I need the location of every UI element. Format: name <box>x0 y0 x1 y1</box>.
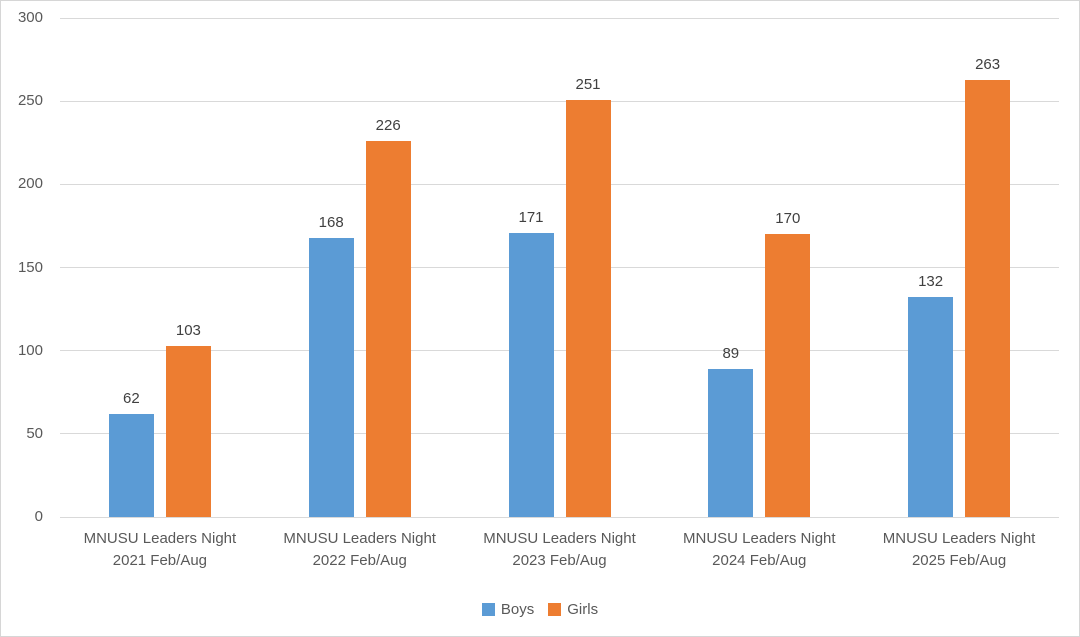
category-label-line: 2023 Feb/Aug <box>512 552 607 569</box>
y-tick-label: 300 <box>17 9 43 26</box>
bar-girls <box>765 234 811 517</box>
bar-boys <box>108 413 154 517</box>
bar-value-label: 168 <box>318 213 344 231</box>
gridline <box>60 17 1059 19</box>
y-tick-label: 100 <box>17 341 43 359</box>
gridline <box>60 433 1059 435</box>
category-label: MNUSU Leaders Night 2024 Feb/Aug <box>659 528 859 572</box>
gridline <box>60 100 1059 102</box>
bar-value-label: 171 <box>518 208 544 226</box>
bar-girls <box>365 141 411 517</box>
bar-boys <box>908 297 954 517</box>
bar-value-label: 62 <box>123 389 140 407</box>
category-label-line: MNUSU Leaders Night <box>483 530 636 547</box>
category-label-line: 2025 Feb/Aug <box>911 552 1007 569</box>
legend: Boys Girls <box>1 599 1079 619</box>
bar-girls <box>165 345 211 517</box>
category-label-line: MNUSU Leaders Night <box>83 530 237 547</box>
gridline <box>60 183 1059 185</box>
legend-label: Girls <box>567 600 599 618</box>
bar-value-label: 251 <box>575 75 601 93</box>
bar-value-label: 170 <box>775 210 801 228</box>
legend-label: Boys <box>500 600 535 618</box>
y-tick-label: 200 <box>17 175 43 193</box>
y-tick-label: 150 <box>17 258 43 276</box>
category-label: MNUSU Leaders Night 2021 Feb/Aug <box>60 528 260 572</box>
legend-item-boys: Boys <box>481 600 535 618</box>
bar-value-label: 263 <box>975 55 1001 73</box>
bar-boys <box>708 368 754 517</box>
bar-value-label: 89 <box>722 344 740 362</box>
category-label: MNUSU Leaders Night 2023 Feb/Aug <box>460 528 660 572</box>
bar-boys <box>308 237 354 517</box>
category-label-line: 2022 Feb/Aug <box>312 552 407 569</box>
category-label-line: MNUSU Leaders Night <box>683 530 836 547</box>
bar-value-label: 103 <box>175 321 201 339</box>
category-label-line: MNUSU Leaders Night <box>882 530 1036 547</box>
legend-swatch-boys <box>481 602 495 616</box>
bar-girls <box>565 99 611 517</box>
y-tick-label: 0 <box>34 508 43 525</box>
gridline <box>60 267 1059 268</box>
bar-value-label: 226 <box>375 117 401 135</box>
y-tick-label: 50 <box>26 424 43 442</box>
bar-girls <box>965 79 1011 517</box>
gridline <box>60 516 1059 518</box>
bar-value-label: 132 <box>918 273 944 291</box>
category-label-line: MNUSU Leaders Night <box>283 530 436 547</box>
category-label: MNUSU Leaders Night 2022 Feb/Aug <box>260 528 460 572</box>
legend-swatch-girls <box>548 602 562 616</box>
category-label-line: 2021 Feb/Aug <box>112 552 208 569</box>
y-tick-label: 250 <box>17 92 43 110</box>
bar-boys <box>508 232 554 517</box>
category-label: MNUSU Leaders Night 2025 Feb/Aug <box>859 528 1059 572</box>
category-label-line: 2024 Feb/Aug <box>712 552 807 569</box>
gridline <box>60 350 1059 352</box>
legend-item-girls: Girls <box>548 601 598 618</box>
